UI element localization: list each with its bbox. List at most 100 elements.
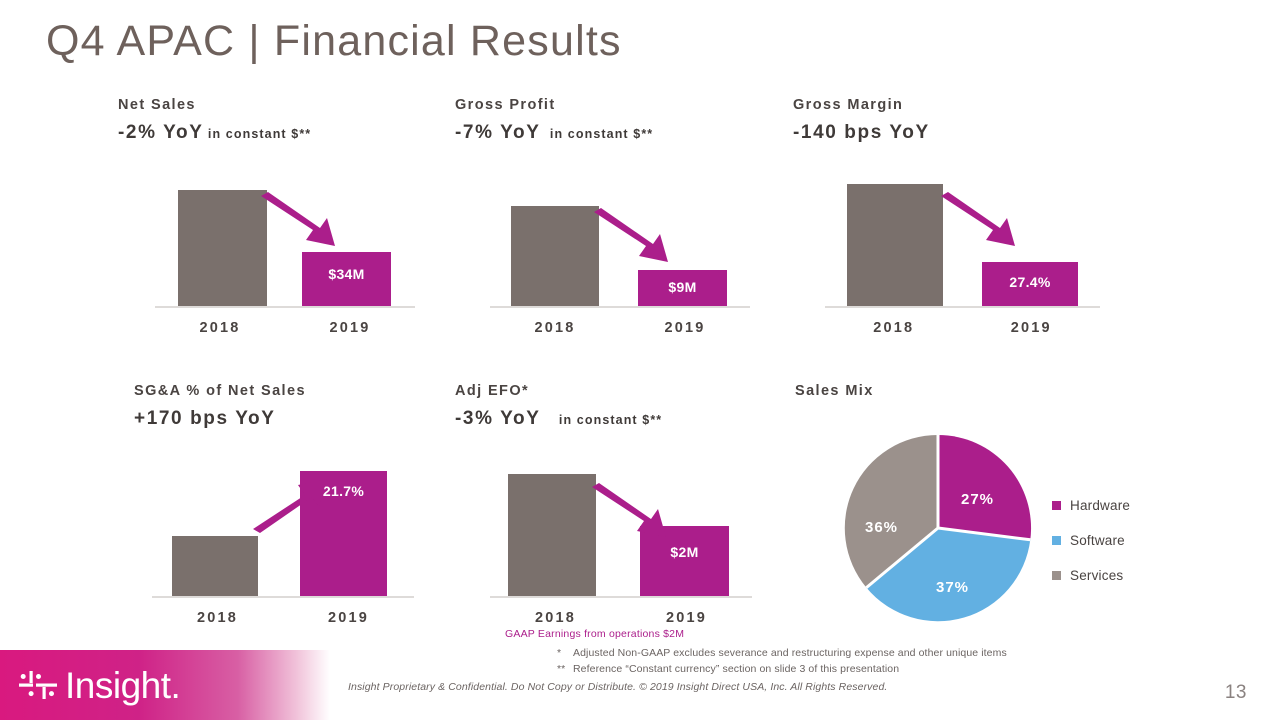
bar-2018 [511, 206, 599, 306]
x-axis-labels: 2018 2019 [825, 320, 1100, 336]
x-label-2018: 2018 [534, 320, 576, 336]
kpi-value: -140 bps YoY [793, 122, 930, 143]
axis-line [152, 596, 414, 598]
pie-legend: Hardware Software Services [1052, 498, 1130, 603]
page-number: 13 [1224, 682, 1247, 703]
pie-label-software: 37% [936, 579, 970, 596]
kpi-value: +170 bps YoY [134, 408, 276, 429]
kpi-label: Net Sales [118, 97, 196, 113]
kpi-label: Sales Mix [795, 383, 874, 399]
trend-arrow-down-icon [592, 483, 666, 537]
bar-2018 [508, 474, 596, 596]
kpi-net-sales: Net Sales -2% YoY in constant $** [118, 97, 311, 144]
pie-divider [865, 526, 939, 589]
legend-item-services: Services [1052, 568, 1130, 583]
pie-slice-hardware [938, 435, 1032, 540]
pie-slice-services [844, 434, 938, 588]
kpi-label: Adj EFO* [455, 383, 530, 399]
x-label-2019: 2019 [665, 610, 708, 626]
insight-logo: Insight. [18, 665, 181, 706]
x-label-2019: 2019 [329, 320, 371, 336]
kpi-value-row: -7% YoY in constant $** [455, 122, 653, 144]
kpi-value-row: -140 bps YoY [793, 122, 930, 144]
kpi-value-row: -2% YoY in constant $** [118, 122, 311, 144]
footnote-1: * Adjusted Non-GAAP excludes severance an… [557, 645, 1007, 661]
bar-value-label: $34M [328, 266, 365, 282]
legend-label: Software [1070, 533, 1125, 548]
chart-sga: 21.7% 2018 2019 [152, 467, 414, 626]
kpi-suffix: in constant $** [549, 127, 654, 141]
legend-swatch-icon [1052, 536, 1061, 545]
chart-gross-profit: $9M 2018 2019 [490, 180, 750, 336]
kpi-label: SG&A % of Net Sales [134, 383, 306, 399]
kpi-gross-profit: Gross Profit -7% YoY in constant $** [455, 97, 653, 144]
legend-label: Services [1070, 568, 1124, 583]
kpi-value: -2% YoY [118, 122, 204, 143]
kpi-suffix: in constant $** [207, 127, 312, 141]
chart-gross-margin: 27.4% 2018 2019 [825, 175, 1100, 336]
x-axis-labels: 2018 2019 [490, 610, 752, 626]
trend-arrow-down-icon [261, 192, 335, 246]
bar-value-label: $2M [670, 544, 699, 560]
legend-swatch-icon [1052, 501, 1061, 510]
bar-2018 [178, 190, 267, 306]
insight-logo-text: Insight. [65, 665, 181, 706]
x-label-2018: 2018 [534, 610, 577, 626]
kpi-sales-mix: Sales Mix [795, 383, 874, 408]
legend-swatch-icon [1052, 571, 1061, 580]
x-axis-labels: 2018 2019 [490, 320, 750, 336]
footnote-mark: ** [557, 663, 566, 675]
pie-chart [844, 434, 1032, 622]
x-axis-labels: 2018 2019 [152, 610, 414, 626]
kpi-value-row: +170 bps YoY [134, 408, 306, 430]
axis-line [155, 306, 415, 308]
footer-brand-bar: Insight. [0, 650, 330, 720]
kpi-value-row: -3% YoY in constant $** [455, 408, 662, 430]
axis-line [825, 306, 1100, 308]
chart-adj-efo: $2M 2018 2019 [490, 467, 752, 626]
gaap-earnings-note: GAAP Earnings from operations $2M [505, 628, 685, 640]
pie-label-services: 36% [865, 519, 899, 536]
x-label-2018: 2018 [199, 320, 241, 336]
pie-slice-software [866, 528, 1031, 622]
x-label-2018: 2018 [196, 610, 239, 626]
footnote-mark: * [557, 647, 562, 659]
bar-value-label: $9M [668, 279, 697, 295]
pie-label-hardware: 27% [961, 491, 995, 508]
page-title: Q4 APAC | Financial Results [46, 17, 622, 65]
bar-2018 [172, 536, 258, 596]
bar-2019: $2M [640, 526, 729, 596]
legend-item-software: Software [1052, 533, 1130, 548]
bar-2019: $9M [638, 270, 727, 306]
footnotes: * Adjusted Non-GAAP excludes severance an… [557, 645, 1007, 677]
x-label-2019: 2019 [664, 320, 706, 336]
footnote-text: Adjusted Non-GAAP excludes severance and… [573, 647, 1007, 659]
trend-arrow-down-icon [594, 208, 668, 262]
x-axis-labels: 2018 2019 [155, 320, 415, 336]
footnote-text: Reference “Constant currency” section on… [573, 663, 900, 675]
kpi-suffix: in constant $** [558, 413, 663, 427]
x-label-2019: 2019 [327, 610, 370, 626]
chart-sales-mix: 27% 37% 36% [843, 433, 1033, 623]
pie-divider [937, 526, 1031, 542]
trend-arrow-down-icon [941, 192, 1015, 246]
x-label-2018: 2018 [873, 320, 915, 336]
bar-2019: 27.4% [982, 262, 1078, 306]
bar-value-label: 21.7% [322, 483, 365, 499]
kpi-gross-margin: Gross Margin -140 bps YoY [793, 97, 930, 144]
kpi-value: -3% YoY [455, 408, 541, 429]
axis-line [490, 306, 750, 308]
kpi-label: Gross Profit [455, 97, 556, 113]
kpi-sga: SG&A % of Net Sales +170 bps YoY [134, 383, 306, 430]
kpi-adj-efo: Adj EFO* -3% YoY in constant $** [455, 383, 662, 430]
kpi-label: Gross Margin [793, 97, 904, 113]
confidentiality-notice: Insight Proprietary & Confidential. Do N… [348, 681, 888, 693]
kpi-value: -7% YoY [455, 122, 541, 143]
bar-2018 [847, 184, 943, 306]
bar-value-label: 27.4% [1009, 274, 1051, 290]
trend-arrow-up-icon [253, 479, 327, 533]
legend-item-hardware: Hardware [1052, 498, 1130, 513]
axis-line [490, 596, 752, 598]
chart-net-sales: $34M 2018 2019 [155, 180, 415, 336]
x-label-2019: 2019 [1010, 320, 1052, 336]
